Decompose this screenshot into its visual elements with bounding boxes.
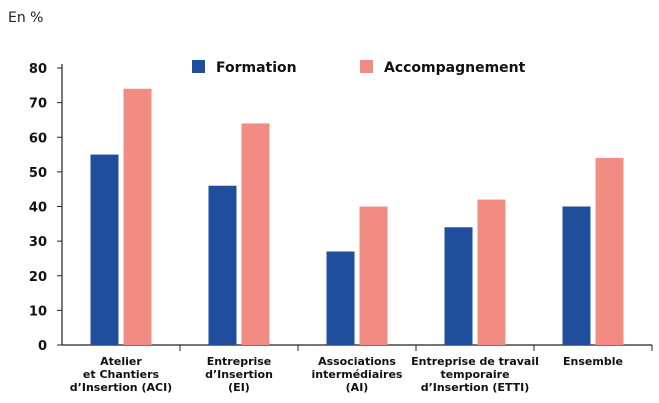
bar-accompagnement	[359, 206, 388, 345]
y-tick-label: 80	[29, 62, 47, 77]
x-tick-label: (EI)	[228, 381, 250, 394]
x-tick-label: temporaire	[440, 368, 509, 381]
legend-swatch-accompagnement	[360, 60, 373, 73]
bar-formation	[208, 185, 237, 345]
x-tick-label: et Chantiers	[83, 368, 160, 381]
bar-accompagnement	[123, 88, 152, 346]
y-tick-label: 40	[29, 201, 47, 216]
x-tick-label: intermédiaires	[312, 368, 403, 381]
x-tick-label: (AI)	[346, 381, 369, 394]
bar-accompagnement	[241, 123, 270, 346]
bar-formation	[562, 206, 591, 345]
y-tick-label: 10	[29, 304, 47, 319]
bar-formation	[326, 251, 355, 345]
x-tick-label: Atelier	[100, 355, 142, 368]
bar-accompagnement	[477, 199, 506, 345]
y-tick-label: 60	[29, 131, 47, 146]
bar-formation	[444, 227, 473, 345]
x-tick-label: Associations	[318, 355, 396, 368]
y-tick-label: 30	[29, 235, 47, 250]
unit-label: En %	[8, 10, 44, 26]
x-tick-label: Entreprise	[207, 355, 272, 368]
legend-label-accompagnement: Accompagnement	[384, 60, 526, 76]
y-tick-label: 50	[29, 166, 47, 181]
bar-accompagnement	[595, 158, 624, 345]
x-tick-label: d’Insertion	[205, 368, 273, 381]
y-tick-label: 0	[38, 339, 47, 354]
y-tick-label: 20	[29, 270, 47, 285]
x-tick-label: d’Insertion (ACI)	[70, 381, 172, 394]
legend-swatch-formation	[192, 60, 205, 73]
legend-label-formation: Formation	[216, 60, 297, 76]
x-tick-label: d’Insertion (ETTI)	[421, 381, 530, 394]
y-tick-label: 70	[29, 97, 47, 112]
bar-formation	[90, 154, 119, 345]
x-tick-label: Entreprise de travail	[411, 355, 539, 368]
x-tick-label: Ensemble	[563, 355, 623, 368]
